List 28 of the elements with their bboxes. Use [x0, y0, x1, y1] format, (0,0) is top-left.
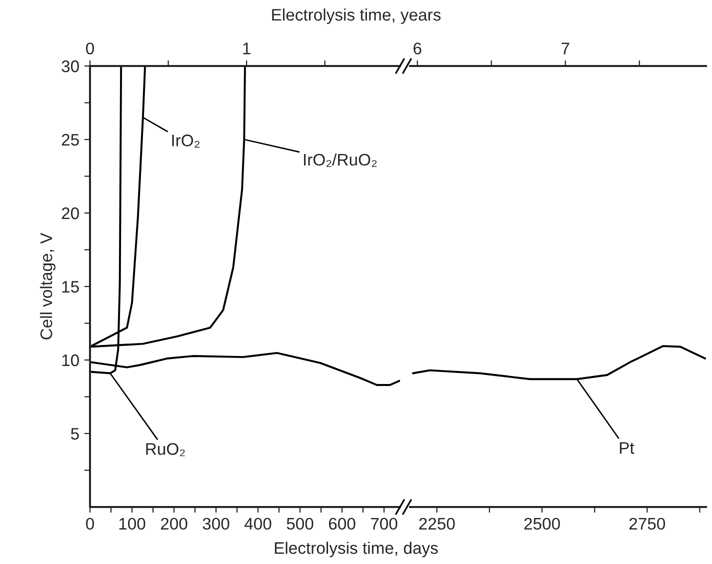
- x2-tick-label: 6: [414, 42, 422, 54]
- x-tick-label: 0: [86, 518, 94, 530]
- text: RuO₂: [146, 443, 185, 456]
- x-tick-label: 300: [202, 518, 230, 530]
- y-tick-label: 15: [62, 281, 79, 293]
- x-tick-label: 2250: [419, 518, 455, 530]
- x-tick-label: 100: [119, 518, 146, 530]
- x-tick-label: 200: [160, 518, 188, 530]
- y-tick-label: 5: [70, 428, 79, 440]
- text: IrO₂/RuO₂: [304, 153, 377, 167]
- y-tick-label: 30: [62, 60, 79, 72]
- x-tick-label: 2750: [629, 518, 666, 530]
- text: Pt: [620, 442, 634, 454]
- y-tick-label: 10: [62, 354, 79, 366]
- series-label: IrO₂: [172, 134, 200, 148]
- x-tick-label: 600: [328, 518, 356, 530]
- x-tick-label: 500: [286, 518, 314, 530]
- y-tick-label: 20: [62, 207, 79, 220]
- x-tick-label: 700: [370, 518, 398, 530]
- x-tick-label: 2500: [524, 518, 560, 530]
- x-tick-label: 400: [244, 518, 272, 530]
- x2-tick-label: 1: [243, 42, 250, 54]
- x2-axis-title: Electrolysis time, years: [272, 8, 441, 24]
- x2-tick-label: 7: [562, 42, 570, 54]
- x-axis-title: Electrolysis time, days: [274, 542, 438, 558]
- y-axis-title: Cell voltage, V: [40, 232, 56, 340]
- x2-tick-label: 0: [86, 42, 94, 54]
- y-tick-label: 25: [62, 134, 79, 146]
